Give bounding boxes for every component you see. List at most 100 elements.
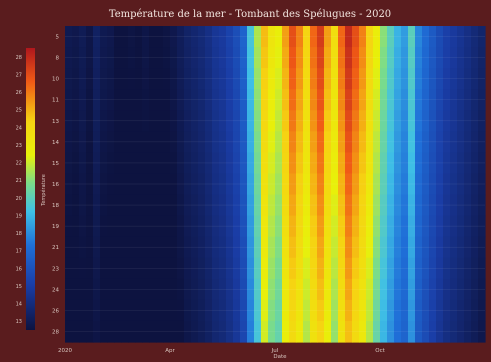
heatmap-cell bbox=[317, 320, 325, 343]
heatmap-cell bbox=[65, 68, 73, 90]
heatmap-cell bbox=[422, 110, 430, 132]
heatmap-cell bbox=[170, 110, 178, 132]
heatmap-cell bbox=[156, 47, 164, 69]
heatmap-cell bbox=[226, 194, 234, 217]
heatmap-cell bbox=[289, 278, 297, 301]
heatmap-cell bbox=[457, 110, 465, 132]
heatmap-cell bbox=[275, 68, 283, 90]
heatmap-cell bbox=[163, 89, 171, 111]
heatmap-cell bbox=[191, 173, 199, 196]
heatmap-cell bbox=[345, 257, 353, 280]
heatmap-cell bbox=[450, 215, 458, 238]
heatmap-cell bbox=[254, 257, 262, 280]
heatmap-cell bbox=[352, 152, 360, 175]
heatmap-cell bbox=[310, 68, 318, 90]
heatmap-cell bbox=[93, 236, 101, 259]
heatmap-cell bbox=[436, 68, 444, 90]
heatmap-cell bbox=[212, 152, 220, 175]
heatmap-cell bbox=[219, 299, 227, 322]
heatmap-cell bbox=[261, 173, 269, 196]
heatmap-cell bbox=[107, 89, 115, 111]
heatmap-cell bbox=[380, 257, 388, 280]
heatmap-cell bbox=[380, 152, 388, 175]
heatmap-cell bbox=[114, 47, 122, 69]
heatmap-cell bbox=[128, 236, 136, 259]
heatmap-cell bbox=[436, 173, 444, 196]
heatmap-cell bbox=[100, 152, 108, 175]
heatmap-cell bbox=[128, 278, 136, 301]
heatmap-cell bbox=[268, 89, 276, 111]
heatmap-cell bbox=[254, 194, 262, 217]
heatmap-cell bbox=[464, 47, 472, 69]
heatmap-cell bbox=[128, 320, 136, 343]
heatmap-cell bbox=[198, 152, 206, 175]
heatmap-cell bbox=[212, 131, 220, 153]
heatmap-cell bbox=[212, 215, 220, 238]
heatmap-cell bbox=[366, 299, 374, 322]
heatmap-cell bbox=[457, 299, 465, 322]
heatmap-cell bbox=[317, 215, 325, 238]
heatmap-cell bbox=[331, 110, 339, 132]
heatmap-cell bbox=[429, 26, 437, 48]
heatmap-cell bbox=[345, 26, 353, 48]
heatmap-cell bbox=[191, 152, 199, 175]
y-tick-label: 14 bbox=[52, 140, 59, 146]
heatmap-cell bbox=[443, 278, 451, 301]
heatmap-cell bbox=[457, 278, 465, 301]
heatmap-cell bbox=[149, 47, 157, 69]
heatmap-cell bbox=[275, 236, 283, 259]
heatmap-cell bbox=[422, 236, 430, 259]
heatmap-cell bbox=[114, 194, 122, 217]
heatmap-cell bbox=[450, 257, 458, 280]
heatmap-cell bbox=[401, 26, 409, 48]
heatmap-cell bbox=[191, 257, 199, 280]
heatmap-cell bbox=[149, 299, 157, 322]
heatmap-cell bbox=[429, 68, 437, 90]
x-axis-ticks: 2020 Apr Jul Oct bbox=[58, 348, 386, 354]
grid-lines bbox=[65, 36, 485, 332]
heatmap-cell bbox=[443, 236, 451, 259]
heatmap-cell bbox=[478, 173, 486, 196]
heatmap-cell bbox=[464, 236, 472, 259]
heatmap-cell bbox=[289, 194, 297, 217]
heatmap-cell bbox=[128, 215, 136, 238]
heatmap-cell bbox=[366, 320, 374, 343]
heatmap-cell bbox=[107, 152, 115, 175]
heatmap-cell bbox=[247, 152, 255, 175]
heatmap-cell bbox=[170, 26, 178, 48]
heatmap-cell bbox=[422, 194, 430, 217]
heatmap-cell bbox=[464, 131, 472, 153]
heatmap-cell bbox=[177, 68, 185, 90]
heatmap-cell bbox=[240, 131, 248, 153]
heatmap-cell bbox=[135, 194, 143, 217]
heatmap-cell bbox=[240, 110, 248, 132]
y-tick-label: 19 bbox=[52, 224, 59, 230]
heatmap-cell bbox=[380, 89, 388, 111]
heatmap-cell bbox=[107, 236, 115, 259]
heatmap-cell bbox=[135, 47, 143, 69]
heatmap-cell bbox=[373, 299, 381, 322]
heatmap-cell bbox=[282, 131, 290, 153]
heatmap-cell bbox=[142, 152, 150, 175]
colorbar-tick-label: 16 bbox=[16, 266, 22, 272]
heatmap-cell bbox=[380, 278, 388, 301]
heatmap-cell bbox=[422, 257, 430, 280]
heatmap-cell bbox=[408, 320, 416, 343]
heatmap-cell bbox=[401, 68, 409, 90]
heatmap-cell bbox=[373, 215, 381, 238]
heatmap-cell bbox=[394, 26, 402, 48]
heatmap-cell bbox=[93, 299, 101, 322]
heatmap-cell bbox=[338, 152, 346, 175]
heatmap-cell bbox=[79, 278, 87, 301]
heatmap-cell bbox=[247, 278, 255, 301]
heatmap-cell bbox=[107, 110, 115, 132]
heatmap-cell bbox=[261, 278, 269, 301]
y-tick-label: 21 bbox=[52, 245, 59, 251]
heatmap-cell bbox=[212, 257, 220, 280]
heatmap-cell bbox=[107, 131, 115, 153]
heatmap-cell bbox=[450, 152, 458, 175]
y-tick-label: 24 bbox=[52, 287, 59, 293]
heatmap-cell bbox=[450, 194, 458, 217]
heatmap-cell bbox=[429, 320, 437, 343]
